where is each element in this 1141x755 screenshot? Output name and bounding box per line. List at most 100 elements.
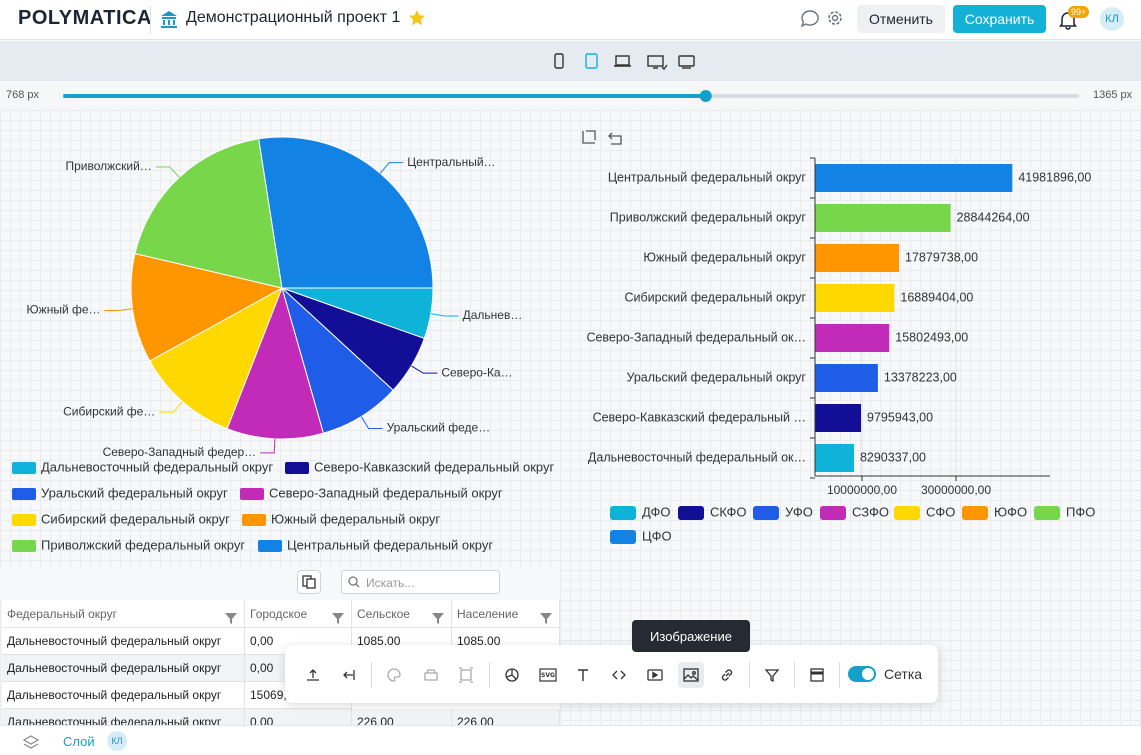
leader-line (360, 416, 383, 429)
svg-tool[interactable]: SVG (535, 662, 561, 688)
y-tick-label: Южный федеральный округ (643, 250, 806, 264)
bar (815, 284, 895, 312)
legend-swatch (285, 462, 309, 474)
y-tick-label: Сибирский федеральный округ (624, 290, 806, 304)
slider-knob[interactable] (699, 90, 712, 102)
column-filter[interactable] (331, 607, 345, 627)
y-tick-label: Уральский федеральный округ (626, 370, 806, 384)
palette-tool[interactable] (381, 662, 407, 688)
legend-label: Северо-Кавказский федеральный округ (314, 459, 554, 474)
legend-swatch (12, 514, 36, 526)
legend-label: ПФО (1066, 504, 1095, 519)
legend-swatch (1034, 506, 1060, 520)
code-tool[interactable] (606, 662, 632, 688)
value-label: 16889404,00 (900, 290, 973, 304)
y-tick-label: Северо-Кавказский федеральный … (593, 410, 806, 424)
legend-label: Северо-Западный федеральный округ (269, 485, 503, 500)
legend-swatch (962, 506, 988, 520)
pie-slice (258, 136, 434, 289)
legend-swatch (258, 540, 282, 552)
legend-label: Приволжский федеральный округ (41, 537, 245, 552)
legend-swatch (12, 488, 36, 500)
legend-swatch (753, 506, 779, 520)
legend-label: Центральный федеральный округ (287, 537, 493, 552)
leader-line (159, 401, 183, 413)
column-filter[interactable] (431, 607, 445, 627)
grid-toggle-label: Сетка (884, 666, 923, 682)
layers-icon[interactable] (22, 734, 40, 750)
legend-label: Южный федеральный округ (271, 511, 440, 526)
value-label: 28844264,00 (957, 210, 1030, 224)
slider-max-label: 1365 px (1093, 89, 1133, 101)
comments-icon[interactable] (800, 9, 820, 29)
container-tool[interactable] (418, 662, 444, 688)
legend-swatch (240, 488, 264, 500)
leader-line (379, 162, 404, 174)
save-button[interactable]: Сохранить (953, 5, 1046, 33)
frame-tool[interactable] (453, 662, 479, 688)
bar (815, 364, 878, 392)
chart-tool[interactable] (499, 662, 525, 688)
pie-slice (149, 286, 283, 430)
avatar[interactable]: КЛ (1100, 7, 1124, 31)
video-tool[interactable] (642, 662, 668, 688)
leader-line (104, 308, 133, 312)
link-tool[interactable] (714, 662, 740, 688)
column-header[interactable]: Федеральный округ (2, 600, 245, 628)
slice-label: Северо-Ка… (441, 365, 512, 379)
device-icons[interactable] (550, 51, 700, 73)
logo: POLYMATICA (18, 7, 152, 29)
bar (815, 324, 890, 352)
y-tick-label: Приволжский федеральный округ (610, 210, 807, 224)
separator (749, 662, 750, 688)
value-label: 41981896,00 (1018, 170, 1091, 184)
settings-icon[interactable] (826, 9, 844, 27)
device-bar (0, 41, 1141, 81)
slice-label: Уральский феде… (387, 421, 491, 435)
y-tick-label: Северо-Западный федеральный ок… (586, 330, 806, 344)
search-input[interactable]: Искать... (341, 570, 500, 594)
separator (371, 662, 372, 688)
upload-tool[interactable] (300, 662, 326, 688)
separator (150, 6, 151, 34)
pie-slice (134, 138, 283, 289)
x-tick-label: 10000000,00 (827, 483, 897, 497)
legend-label: СЗФО (852, 504, 889, 519)
favorite-star[interactable] (408, 9, 426, 27)
table-cell: Дальневосточный федеральный округ (2, 628, 245, 655)
column-filter[interactable] (539, 607, 553, 627)
slider-min-label: 768 px (6, 89, 40, 101)
legend-swatch (610, 506, 636, 520)
pie-slice (130, 252, 284, 362)
bar (815, 444, 854, 472)
width-slider[interactable] (0, 81, 1141, 110)
column-filter[interactable] (224, 607, 238, 627)
export-button[interactable] (297, 570, 321, 594)
column-header[interactable]: Население (452, 600, 560, 628)
layer-label[interactable]: Слой (63, 734, 95, 749)
legend-label: Сибирский федеральный округ (41, 511, 230, 526)
column-header[interactable]: Городское (245, 600, 352, 628)
column-header[interactable]: Сельское (352, 600, 452, 628)
legend-label: ЮФО (994, 504, 1027, 519)
layout-tool[interactable] (804, 662, 830, 688)
value-label: 13378223,00 (884, 370, 957, 384)
value-label: 15802493,00 (895, 330, 968, 344)
table-cell: Дальневосточный федеральный округ (2, 655, 245, 682)
legend-swatch (610, 530, 636, 544)
leader-line (411, 365, 438, 374)
cancel-button[interactable]: Отменить (857, 5, 945, 33)
project-title: Демонстрационный проект 1 (186, 9, 401, 26)
legend-swatch (242, 514, 266, 526)
collapse-tool[interactable] (336, 662, 362, 688)
grid-toggle[interactable] (848, 666, 876, 682)
chart-actions[interactable] (582, 130, 622, 145)
legend-label: ЦФО (642, 528, 672, 543)
filter-tool[interactable] (759, 662, 785, 688)
image-tool[interactable] (678, 662, 704, 688)
text-tool[interactable] (570, 662, 596, 688)
slider-row: 768 px 1365 px (0, 81, 1141, 110)
slice-label: Северо-Западный федер… (103, 445, 257, 459)
legend-label: УФО (785, 504, 813, 519)
column-title: Сельское (357, 607, 410, 621)
